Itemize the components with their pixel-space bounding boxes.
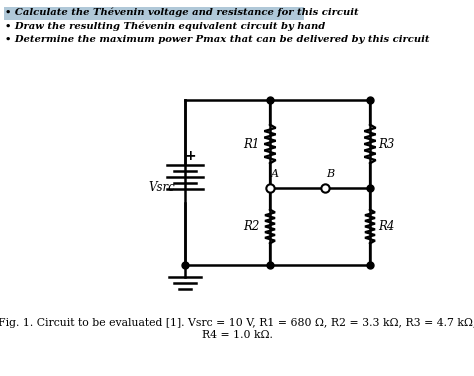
Text: R1: R1 [244, 138, 260, 150]
Text: R4: R4 [378, 220, 394, 233]
Text: • Determine the maximum power Pmax that can be delivered by this circuit: • Determine the maximum power Pmax that … [5, 35, 429, 44]
Text: Vsrc: Vsrc [148, 181, 175, 194]
Text: Fig. 1. Circuit to be evaluated [1]. Vsrc = 10 V, R1 = 680 Ω, R2 = 3.3 kΩ, R3 = : Fig. 1. Circuit to be evaluated [1]. Vsr… [0, 318, 474, 328]
Text: R2: R2 [244, 220, 260, 233]
Text: • Draw the resulting Thévenin equivalent circuit by hand: • Draw the resulting Thévenin equivalent… [5, 21, 325, 31]
Text: A: A [271, 169, 279, 179]
Text: R3: R3 [378, 138, 394, 150]
Text: R4 = 1.0 kΩ.: R4 = 1.0 kΩ. [201, 330, 273, 340]
Text: • Calculate the Thévenin voltage and resistance for this circuit: • Calculate the Thévenin voltage and res… [5, 7, 359, 17]
Text: B: B [326, 169, 334, 179]
FancyBboxPatch shape [4, 7, 304, 20]
Text: +: + [184, 150, 196, 164]
